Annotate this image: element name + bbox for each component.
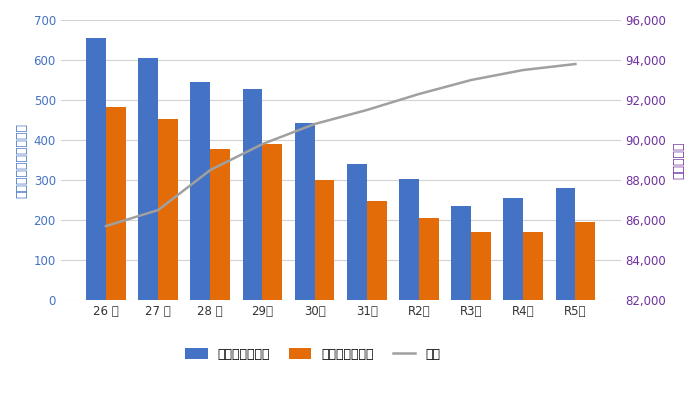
Bar xyxy=(399,179,419,300)
Bar xyxy=(210,149,230,300)
Bar xyxy=(158,119,178,300)
人口 xyxy=(571,61,580,66)
Bar xyxy=(295,123,314,300)
Bar xyxy=(347,164,367,300)
人口 xyxy=(467,78,475,83)
Bar xyxy=(575,223,595,300)
人口 xyxy=(102,223,110,228)
Line: 人口: 人口 xyxy=(106,64,575,226)
Bar xyxy=(367,201,386,300)
Bar xyxy=(503,198,524,300)
Bar xyxy=(471,233,491,300)
Bar xyxy=(556,188,575,300)
Y-axis label: 刑法犯認知件数（件）: 刑法犯認知件数（件） xyxy=(15,123,28,197)
人口 xyxy=(310,121,319,126)
人口 xyxy=(258,142,267,147)
Legend: 刑法犯認知件数, 窃盗犯認知件数, 人口: 刑法犯認知件数, 窃盗犯認知件数, 人口 xyxy=(180,343,445,366)
Bar xyxy=(106,107,126,300)
Bar xyxy=(243,89,262,300)
人口 xyxy=(414,92,423,97)
人口 xyxy=(206,168,214,173)
Y-axis label: 人口（人）: 人口（人） xyxy=(672,141,685,179)
Bar xyxy=(262,144,282,300)
Bar xyxy=(139,58,158,300)
Bar xyxy=(314,180,335,300)
Bar xyxy=(86,38,106,300)
Bar xyxy=(190,82,210,300)
人口 xyxy=(154,207,162,213)
Bar xyxy=(524,232,543,300)
Bar xyxy=(419,218,439,300)
人口 xyxy=(519,68,528,73)
Bar xyxy=(452,207,471,300)
人口 xyxy=(363,108,371,113)
